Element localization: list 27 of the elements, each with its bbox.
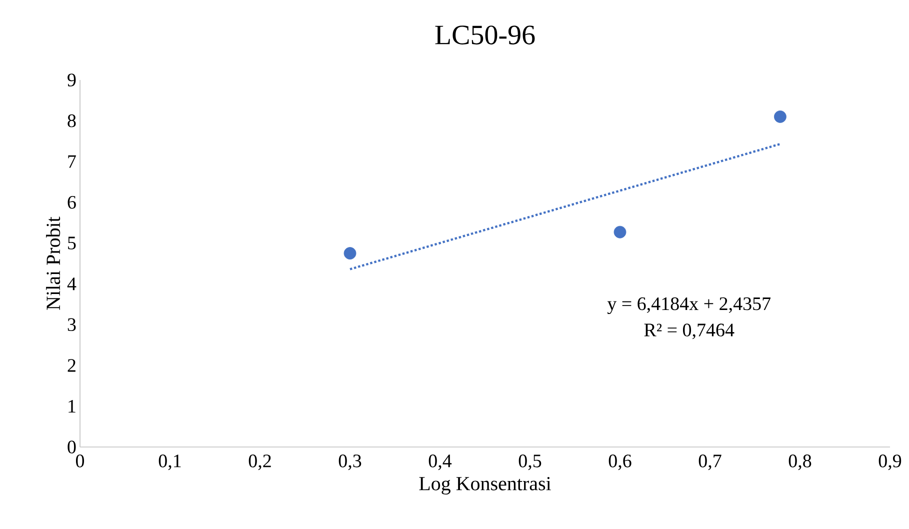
y-tick-label: 7 xyxy=(68,155,76,168)
x-tick-label: 0,5 xyxy=(518,454,542,470)
x-tick-label: 0,6 xyxy=(608,454,632,470)
x-tick-label: 0,3 xyxy=(338,454,362,470)
x-tick-label: 0,4 xyxy=(428,454,452,470)
y-tick-label: 9 xyxy=(68,74,76,86)
y-tick-label: 6 xyxy=(68,196,76,209)
x-tick-label: 0,8 xyxy=(788,454,812,470)
x-tick-label: 0,7 xyxy=(698,454,722,470)
y-tick-label: 8 xyxy=(68,114,76,128)
point xyxy=(344,247,356,260)
y-tick-label: 5 xyxy=(68,236,76,250)
x-tick-label: 0,1 xyxy=(158,454,181,470)
annotation: R² = 0,7464 xyxy=(644,324,734,340)
y-tick-label: 2 xyxy=(68,359,76,372)
x-tick-label: 0,2 xyxy=(248,454,271,470)
point xyxy=(614,226,626,238)
y-axis-title: Nilai Probit xyxy=(46,216,60,310)
y-tick-label: 1 xyxy=(68,400,76,412)
annotation: y = 6,4184x + 2,4357 xyxy=(607,297,771,314)
x-tick-label: 0,9 xyxy=(878,454,902,470)
y-tick-label: 4 xyxy=(67,278,76,290)
chart-title: LC50-96 xyxy=(435,26,535,44)
y-tick-label: 3 xyxy=(68,318,76,332)
x-axis-title: Log Konsentrasi xyxy=(419,476,551,494)
y-tick-label: 0 xyxy=(68,440,76,454)
point xyxy=(774,110,786,123)
